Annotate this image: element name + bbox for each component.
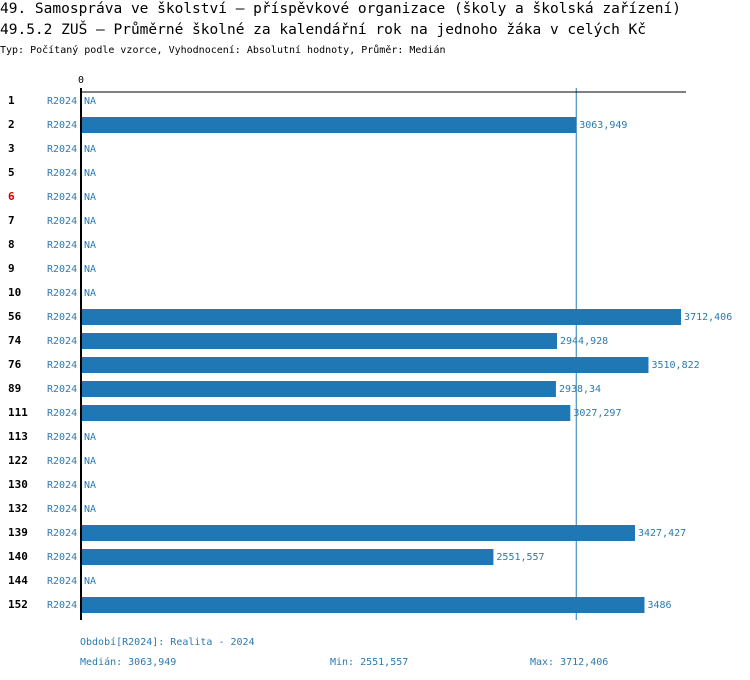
period-label: R2024 (47, 192, 77, 203)
bar (81, 357, 649, 373)
category-label: 140 (8, 550, 28, 563)
category-label: 74 (8, 334, 22, 347)
chart-title: 49. Samospráva ve školství – příspěvkové… (0, 1, 681, 17)
period-label: R2024 (47, 600, 77, 611)
value-label: NA (84, 144, 96, 155)
period-label: R2024 (47, 384, 77, 395)
category-label: 8 (8, 238, 15, 251)
bar (81, 333, 558, 349)
period-label: R2024 (47, 288, 77, 299)
category-label: 111 (8, 406, 28, 419)
category-label: 7 (8, 214, 15, 227)
value-label: 2551,557 (496, 552, 544, 563)
category-label: 9 (8, 262, 15, 275)
value-label: NA (84, 288, 96, 299)
category-label: 152 (8, 598, 28, 611)
period-label: R2024 (47, 576, 77, 587)
value-label: 2944,928 (560, 336, 608, 347)
category-label: 122 (8, 454, 28, 467)
value-label: 3510,822 (651, 360, 699, 371)
category-label: 139 (8, 526, 28, 539)
category-label: 10 (8, 286, 21, 299)
period-label: R2024 (47, 96, 77, 107)
bar (81, 597, 645, 613)
value-label: NA (84, 264, 96, 275)
period-label: R2024 (47, 120, 77, 131)
footer-period: Období[R2024]: Realita - 2024 (80, 636, 255, 648)
bar (81, 381, 556, 397)
chart-subtitle: 49.5.2 ZUŠ – Průměrné školné za kalendář… (0, 20, 646, 38)
value-label: NA (84, 480, 96, 491)
value-label: 3027,297 (573, 408, 621, 419)
footer-max: Max: 3712,406 (530, 657, 608, 668)
period-label: R2024 (47, 264, 77, 275)
period-label: R2024 (47, 432, 77, 443)
period-label: R2024 (47, 168, 77, 179)
period-label: R2024 (47, 360, 77, 371)
bar (81, 525, 635, 541)
period-label: R2024 (47, 312, 77, 323)
category-label: 5 (8, 166, 15, 179)
value-label: 2938,34 (559, 384, 601, 395)
x-tick-label: 0 (78, 75, 84, 86)
category-label: 6 (8, 190, 15, 203)
value-label: NA (84, 96, 96, 107)
period-label: R2024 (47, 336, 77, 347)
value-label: NA (84, 216, 96, 227)
value-label: NA (84, 192, 96, 203)
period-label: R2024 (47, 504, 77, 515)
value-label: NA (84, 456, 96, 467)
bar (81, 117, 577, 133)
footer-min: Min: 2551,557 (330, 657, 408, 668)
category-label: 76 (8, 358, 22, 371)
value-label: 3712,406 (684, 312, 732, 323)
period-label: R2024 (47, 480, 77, 491)
period-label: R2024 (47, 408, 77, 419)
chart-note: Typ: Počítaný podle vzorce, Vyhodnocení:… (0, 44, 446, 56)
value-label: 3063,949 (579, 120, 627, 131)
period-label: R2024 (47, 216, 77, 227)
bar (81, 549, 494, 565)
bar (81, 309, 682, 325)
value-label: 3427,427 (638, 528, 686, 539)
period-label: R2024 (47, 456, 77, 467)
category-label: 113 (8, 430, 28, 443)
value-label: NA (84, 576, 96, 587)
value-label: NA (84, 168, 96, 179)
footer-median: Medián: 3063,949 (80, 656, 176, 668)
value-label: 3486 (647, 600, 671, 611)
category-label: 130 (8, 478, 28, 491)
period-label: R2024 (47, 528, 77, 539)
category-label: 1 (8, 94, 15, 107)
period-label: R2024 (47, 240, 77, 251)
value-label: NA (84, 240, 96, 251)
category-label: 3 (8, 142, 15, 155)
category-label: 132 (8, 502, 28, 515)
category-label: 144 (8, 574, 28, 587)
value-label: NA (84, 432, 96, 443)
category-label: 56 (8, 310, 22, 323)
period-label: R2024 (47, 552, 77, 563)
period-label: R2024 (47, 144, 77, 155)
bar (81, 405, 571, 421)
category-label: 2 (8, 118, 15, 131)
value-label: NA (84, 504, 96, 515)
category-label: 89 (8, 382, 21, 395)
